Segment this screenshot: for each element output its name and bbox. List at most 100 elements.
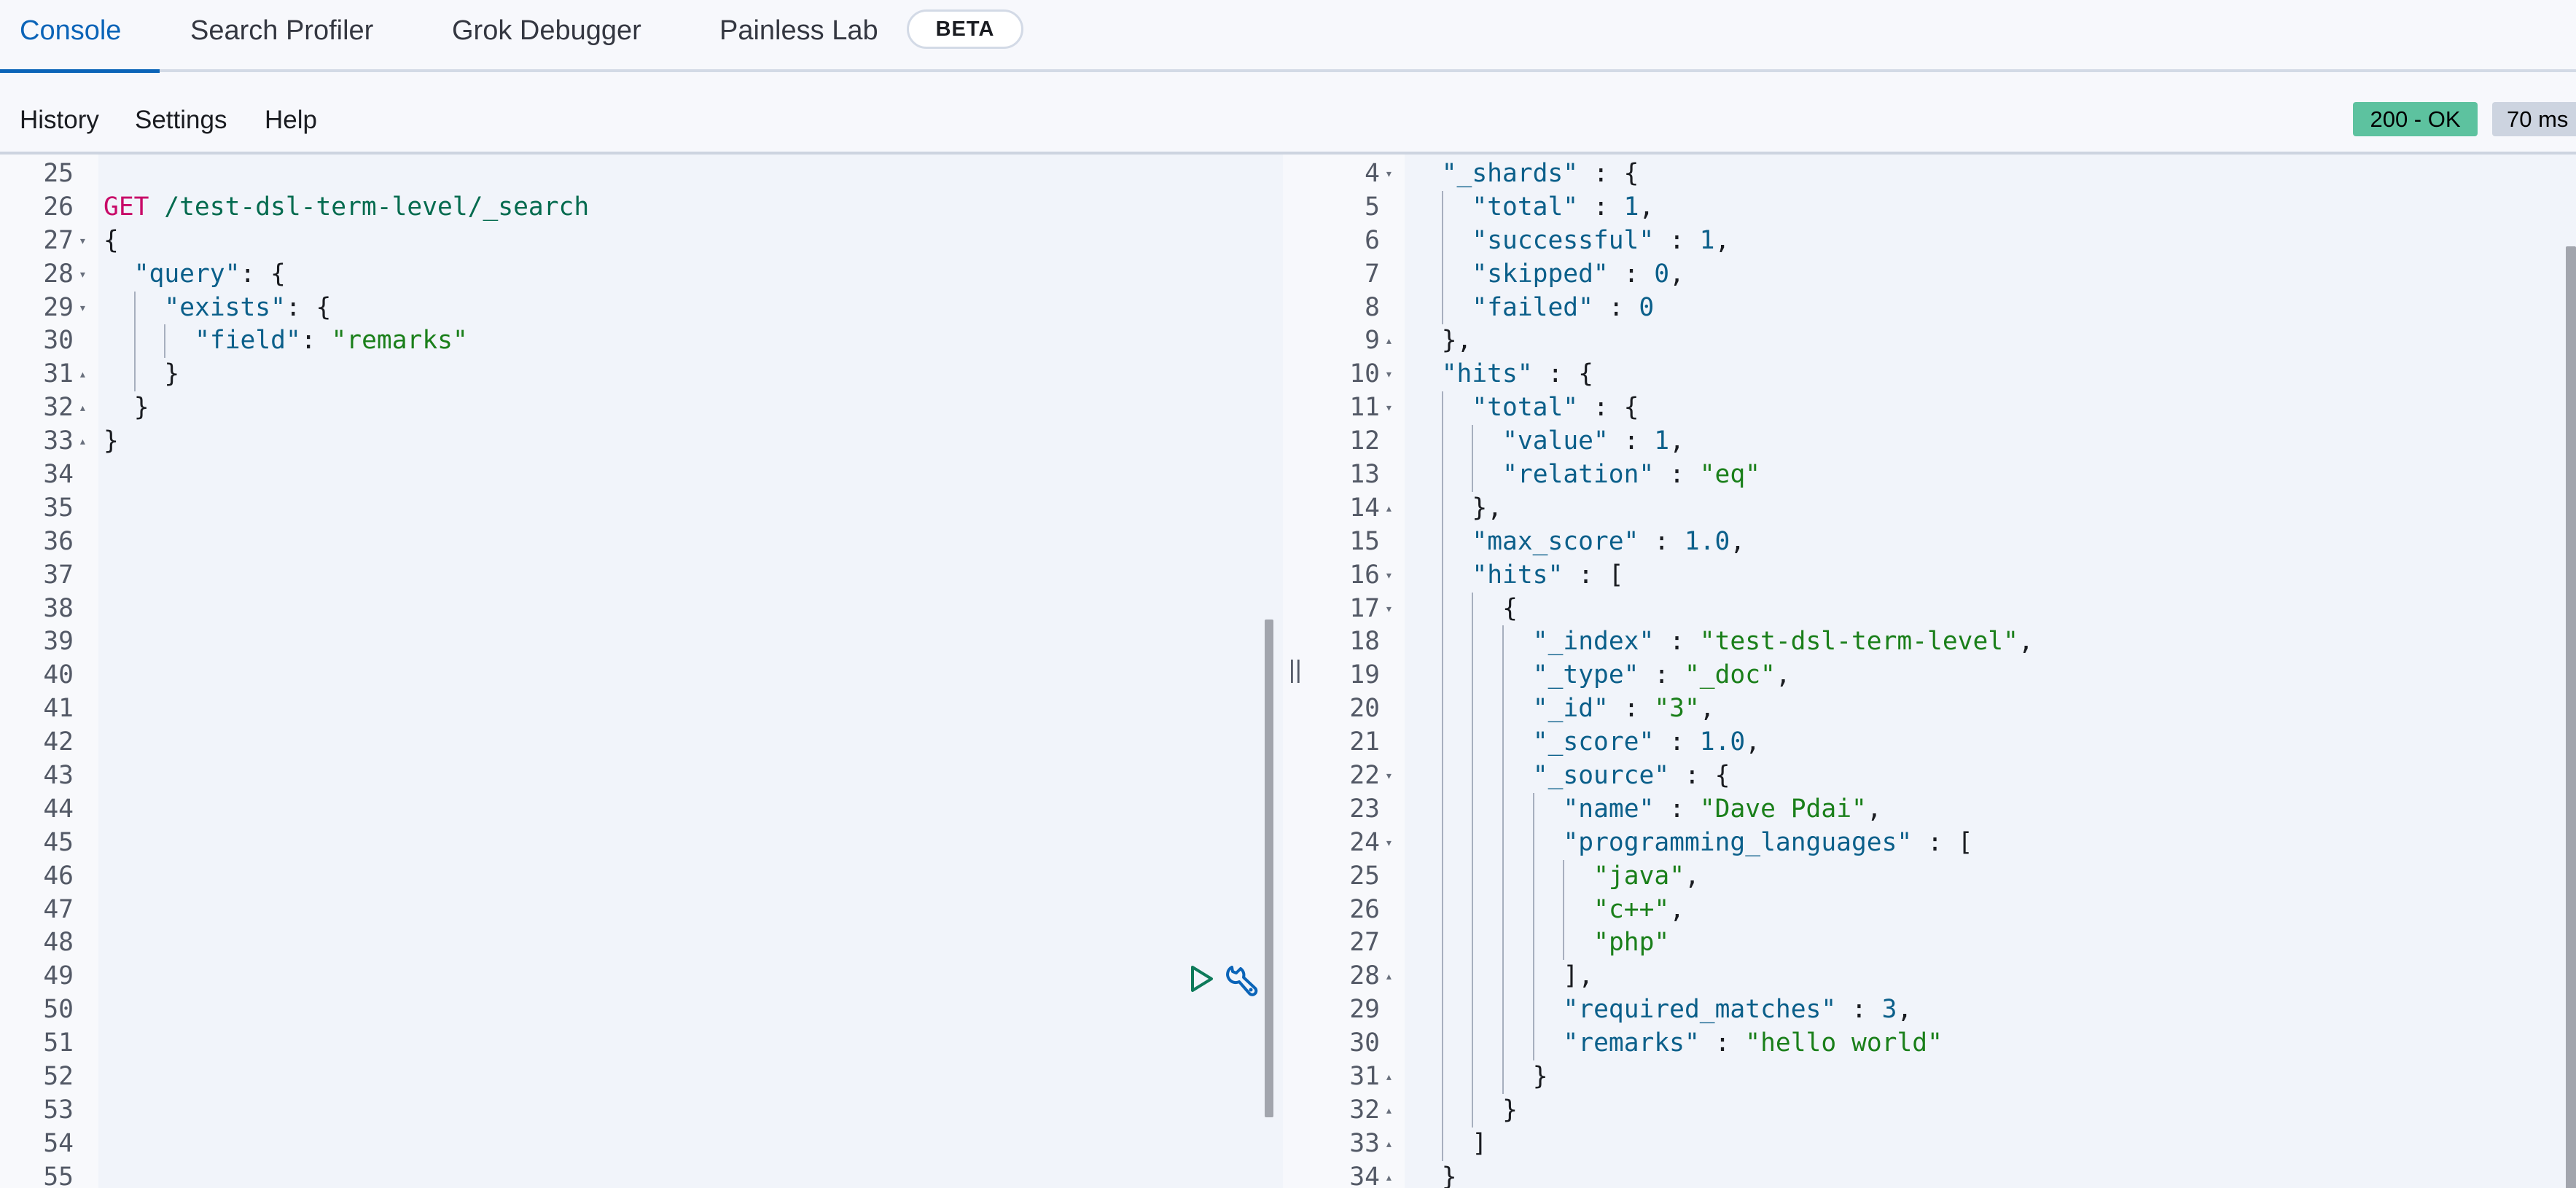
code-line[interactable]: 38 <box>0 593 1283 626</box>
code-line[interactable]: 54 <box>0 1128 1283 1161</box>
code-line[interactable]: 13 "relation" : "eq" <box>1310 458 2576 492</box>
tab-console[interactable]: Console <box>20 15 122 46</box>
code-line[interactable]: 31 ▴} <box>0 358 1283 392</box>
code-line[interactable]: 51 <box>0 1027 1283 1060</box>
code-line[interactable]: 5 "total" : 1, <box>1310 190 2576 224</box>
code-line[interactable]: 8 "failed" : 0 <box>1310 291 2576 325</box>
code-line[interactable]: 44 <box>0 793 1283 826</box>
code-line[interactable]: 28 ▴], <box>1310 960 2576 994</box>
code-line[interactable]: 55 <box>0 1161 1283 1188</box>
line-number: 46 <box>43 861 74 891</box>
code-line[interactable]: 46 <box>0 860 1283 894</box>
code-line[interactable]: 9 ▴}, <box>1310 324 2576 358</box>
code-line[interactable]: 11 ▾ "total" : { <box>1310 391 2576 426</box>
code-line[interactable]: 29 "required_matches" : 3, <box>1310 993 2576 1028</box>
code-line[interactable]: 42 <box>0 726 1283 759</box>
code-line[interactable]: 52 <box>0 1060 1283 1094</box>
code-line[interactable]: 16 ▾ "hits" : [ <box>1310 558 2576 593</box>
code-line[interactable]: 27 ▾ { <box>0 224 1283 258</box>
fold-close-icon[interactable]: ▴ <box>1385 1169 1393 1185</box>
code-line[interactable]: 24 ▾ "programming_languages" : [ <box>1310 826 2576 860</box>
code-line[interactable]: 18 "_index" : "test-dsl-term-level", <box>1310 625 2576 660</box>
resize-handle[interactable]: || <box>1289 656 1302 684</box>
code-line[interactable]: 34 <box>0 458 1283 492</box>
code-line[interactable]: 39 <box>0 625 1283 659</box>
code-line[interactable]: 47 <box>0 894 1283 927</box>
code-line[interactable]: 20 "_id" : "3", <box>1310 692 2576 727</box>
code-line[interactable]: 45 <box>0 826 1283 860</box>
code-line[interactable]: 30 "remarks" : "hello world" <box>1310 1027 2576 1061</box>
fold-close-icon[interactable]: ▴ <box>1385 1069 1393 1085</box>
response-editor[interactable]: 4 ▾ "_shards" : {5 "total" : 1, 6 "successful… <box>1310 155 2576 1188</box>
code-line[interactable]: 50 <box>0 993 1283 1027</box>
fold-close-icon[interactable]: ▴ <box>79 367 87 383</box>
code-line[interactable]: 49 <box>0 960 1283 993</box>
fold-open-icon[interactable]: ▾ <box>1385 367 1393 383</box>
code-line[interactable]: 33 ▴} <box>0 425 1283 458</box>
tab-painless-lab[interactable]: Painless Lab <box>719 15 878 46</box>
tab-grok-debugger[interactable]: Grok Debugger <box>452 15 641 46</box>
fold-close-icon[interactable]: ▴ <box>1385 333 1393 349</box>
code-line[interactable]: 30 "field": "remarks" <box>0 324 1283 359</box>
fold-close-icon[interactable]: ▴ <box>79 434 87 450</box>
fold-open-icon[interactable]: ▾ <box>1385 601 1393 617</box>
code-line[interactable]: 26 "c++", <box>1310 893 2576 927</box>
fold-close-icon[interactable]: ▴ <box>1385 500 1393 516</box>
fold-open-icon[interactable]: ▾ <box>79 232 87 249</box>
request-options-button[interactable] <box>1223 963 1261 1001</box>
code-line[interactable]: 33 ▴] <box>1310 1127 2576 1161</box>
fold-open-icon[interactable]: ▾ <box>1385 835 1393 851</box>
code-line[interactable]: 26 GET /test-dsl-term-level/_search <box>0 191 1283 224</box>
fold-open-icon[interactable]: ▾ <box>1385 400 1393 416</box>
code-line[interactable]: 53 <box>0 1094 1283 1128</box>
code-line[interactable]: 15 "max_score" : 1.0, <box>1310 525 2576 559</box>
run-request-button[interactable] <box>1185 963 1217 995</box>
code-line[interactable]: 25 <box>0 157 1283 191</box>
code-line[interactable]: 12 "value" : 1, <box>1310 425 2576 459</box>
code-line[interactable]: 43 <box>0 759 1283 793</box>
code-line[interactable]: 19 "_type" : "_doc", <box>1310 659 2576 693</box>
response-lines[interactable]: 4 ▾ "_shards" : {5 "total" : 1, 6 "successful… <box>1310 157 2576 1188</box>
fold-open-icon[interactable]: ▾ <box>1385 768 1393 784</box>
code-line[interactable]: 28 ▾ "query": { <box>0 258 1283 292</box>
code-line[interactable]: 23 "name" : "Dave Pdai", <box>1310 792 2576 826</box>
help-menu[interactable]: Help <box>265 106 317 134</box>
code-line[interactable]: 36 <box>0 525 1283 559</box>
response-scrollbar[interactable] <box>2566 246 2576 1188</box>
code-line[interactable]: 41 <box>0 692 1283 726</box>
code-line[interactable]: 10 ▾ "hits" : { <box>1310 358 2576 391</box>
request-scrollbar[interactable] <box>1265 620 1273 1117</box>
fold-close-icon[interactable]: ▴ <box>1385 1136 1393 1152</box>
code-line[interactable]: 32 ▴} <box>1310 1093 2576 1128</box>
code-line[interactable]: 17 ▾ { <box>1310 592 2576 626</box>
fold-close-icon[interactable]: ▴ <box>79 400 87 416</box>
code-line[interactable]: 14 ▴}, <box>1310 491 2576 525</box>
code-line[interactable]: 32 ▴} <box>0 391 1283 425</box>
request-lines[interactable]: 25 26 GET /test-dsl-term-level/_search 27 ▾ {… <box>0 157 1283 1188</box>
code-line[interactable]: 34 ▴} <box>1310 1161 2576 1188</box>
fold-open-icon[interactable]: ▾ <box>79 300 87 316</box>
code-line[interactable]: 25 "java", <box>1310 859 2576 894</box>
code-line[interactable]: 35 <box>0 492 1283 525</box>
code-line[interactable]: 22 ▾ "_source" : { <box>1310 759 2576 793</box>
code-line[interactable]: 7 "skipped" : 0, <box>1310 257 2576 292</box>
code-line[interactable]: 6 "successful" : 1, <box>1310 224 2576 258</box>
code-line[interactable]: 4 ▾ "_shards" : { <box>1310 157 2576 191</box>
code-line[interactable]: 21 "_score" : 1.0, <box>1310 726 2576 760</box>
code-content: "required_matches" : 3, <box>1411 993 1912 1028</box>
code-line[interactable]: 29 ▾ "exists": { <box>0 291 1283 325</box>
code-line[interactable]: 37 <box>0 559 1283 593</box>
tab-search-profiler[interactable]: Search Profiler <box>190 15 374 46</box>
code-line[interactable]: 27 "php" <box>1310 926 2576 961</box>
fold-open-icon[interactable]: ▾ <box>1385 166 1393 181</box>
code-line[interactable]: 31 ▴} <box>1310 1060 2576 1094</box>
fold-open-icon[interactable]: ▾ <box>1385 567 1393 583</box>
code-line[interactable]: 48 <box>0 926 1283 960</box>
fold-close-icon[interactable]: ▴ <box>1385 969 1393 985</box>
settings-menu[interactable]: Settings <box>135 106 227 134</box>
fold-open-icon[interactable]: ▾ <box>79 266 87 282</box>
request-editor[interactable]: 25 26 GET /test-dsl-term-level/_search 27 ▾ {… <box>0 155 1283 1188</box>
history-menu[interactable]: History <box>20 106 99 134</box>
code-line[interactable]: 40 <box>0 659 1283 692</box>
fold-close-icon[interactable]: ▴ <box>1385 1102 1393 1118</box>
